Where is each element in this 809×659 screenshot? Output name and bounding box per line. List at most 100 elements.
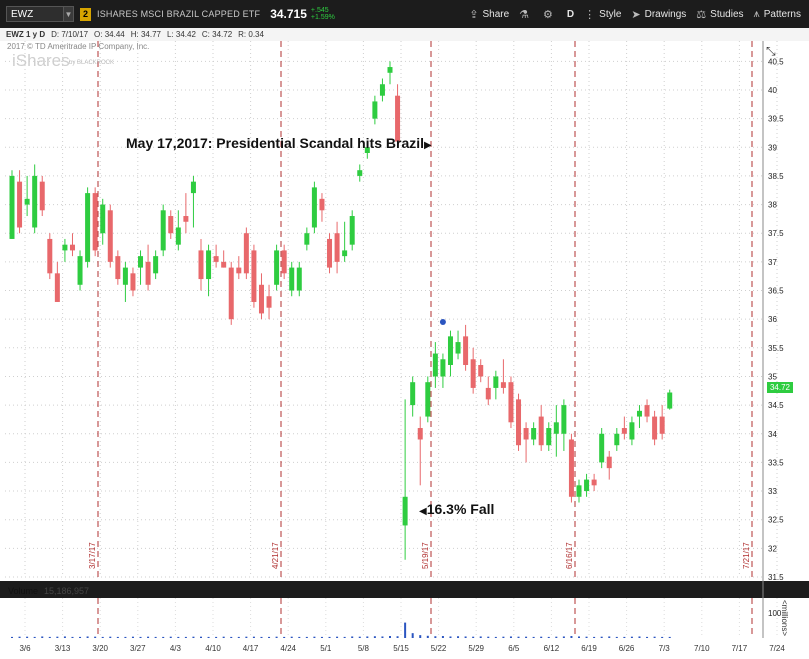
bar-open: O: 34.44 [94, 30, 125, 39]
style-button[interactable]: ⋮ Style [584, 8, 621, 21]
candle-body [107, 210, 113, 262]
ishares-logo: iShares [12, 51, 70, 70]
volume-bar [494, 636, 497, 638]
drawings-button[interactable]: ➤ Drawings [631, 8, 686, 21]
date-axis-label: 6/12 [544, 644, 560, 653]
volume-bar [593, 636, 596, 638]
candle-body [395, 95, 401, 142]
price-axis-label: 34.5 [768, 401, 784, 410]
patterns-button[interactable]: ⩚ Patterns [754, 8, 801, 21]
candle-body [153, 256, 159, 274]
volume-bar [139, 636, 142, 638]
toolbar-actions: ⇪ Share ⚗ ⚙ D ⋮ Style ➤ Drawings ⚖ Studies ⩚… [459, 8, 801, 21]
flask-button[interactable]: ⚗ [519, 8, 533, 21]
volume-axis-label: 100 [768, 609, 782, 618]
price-chart[interactable]: 31.5 32 32.5 33 33.5 34 34.5 35 35.5 36 36.5 37 37.5… [0, 41, 809, 659]
fall-annotation: ◀16.3% Fall [419, 501, 494, 517]
candle-body [500, 382, 506, 388]
volume-bar [419, 635, 422, 638]
candle-body [485, 387, 491, 400]
patterns-icon: ⩚ [753, 7, 760, 20]
volume-bar [358, 636, 361, 638]
candle-body [636, 410, 642, 417]
symbol-dropdown-icon[interactable]: ▼ [64, 6, 74, 22]
expiry-label: 3/17/17 [88, 542, 97, 569]
blackrock-logo: by BLACKROCK [69, 60, 115, 66]
candle-body [425, 382, 431, 417]
scandal-annotation: May 17,2017: Presidential Scandal hits B… [126, 135, 432, 151]
fall-text: 16.3% Fall [426, 501, 495, 517]
price-axis-label: 36 [768, 315, 777, 324]
candle-body [508, 382, 514, 423]
volume-bar [366, 636, 369, 638]
volume-bar [245, 636, 248, 638]
candle-body [402, 496, 408, 526]
volume-bar [389, 636, 391, 638]
expand-arrow-icon[interactable]: ⤡ [766, 44, 776, 58]
date-axis-label: 5/29 [468, 644, 484, 653]
volume-bar [11, 636, 13, 638]
price-axis-label: 40 [768, 86, 777, 95]
candle-body [145, 261, 151, 285]
aggregation-button[interactable]: D [567, 9, 574, 20]
candle-body [440, 359, 446, 377]
volume-bar [147, 636, 150, 638]
price-axis-label: 35 [768, 372, 777, 381]
volume-bar [71, 636, 74, 638]
volume-bar [283, 636, 286, 638]
bar-date: D: 7/10/17 [51, 30, 89, 39]
candle-body [274, 250, 280, 285]
date-axis-label: 4/24 [280, 644, 296, 653]
price-axis-label: 40.5 [768, 57, 784, 66]
candle-body [568, 439, 574, 497]
share-button[interactable]: ⇪ Share [469, 8, 509, 21]
d-label: D [566, 8, 575, 20]
flask-icon: ⚗ [519, 8, 530, 21]
date-axis-label: 5/8 [358, 644, 370, 653]
candle-body [213, 256, 219, 262]
candle-body [258, 284, 264, 314]
volume-bar [320, 636, 323, 638]
link-group-badge[interactable]: 2 [80, 7, 91, 21]
volume-bar [396, 636, 399, 638]
style-icon: ⋮ [584, 8, 596, 21]
candle-body [463, 336, 469, 365]
studies-button[interactable]: ⚖ Studies [696, 8, 743, 21]
candle-body [659, 416, 665, 434]
symbol-input[interactable]: EWZ [6, 6, 64, 22]
volume-bar [328, 636, 331, 638]
candle-body [54, 273, 60, 302]
volume-bar [63, 636, 66, 638]
candle-body [629, 422, 635, 440]
candle-body [92, 193, 98, 251]
volume-bar [343, 636, 346, 638]
candle-body [447, 336, 453, 365]
last-price: 34.715 [270, 7, 307, 21]
candle-body [289, 267, 295, 291]
volume-bar [630, 636, 633, 638]
volume-bar [177, 636, 180, 638]
arrow-right-icon: ▶ [424, 140, 432, 151]
volume-bar [131, 636, 134, 638]
date-axis-label: 7/10 [694, 644, 710, 653]
candle-body [614, 433, 620, 446]
volume-bar [661, 636, 664, 638]
volume-bar [638, 636, 641, 638]
date-axis-label: 3/20 [92, 644, 108, 653]
candle-body [667, 392, 673, 409]
volume-bar [290, 636, 293, 638]
settings-button[interactable]: ⚙ [543, 8, 557, 21]
candle-body [599, 433, 605, 463]
volume-value: 15,186,957 [44, 586, 90, 596]
candle-body [206, 250, 212, 280]
volume-bar [653, 636, 656, 638]
volume-bar [313, 636, 316, 638]
ohlc-header: EWZ 1 y D D: 7/10/17 O: 34.44 H: 34.77 L… [0, 28, 809, 42]
volume-bar [56, 636, 59, 638]
drawings-label: Drawings [644, 8, 687, 20]
candle-body [410, 382, 416, 406]
volume-bar [570, 636, 573, 638]
candle-body [478, 365, 484, 377]
volume-bar [260, 636, 263, 638]
candle-body [606, 456, 612, 469]
